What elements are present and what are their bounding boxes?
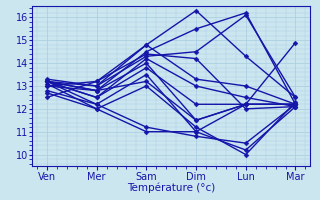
X-axis label: Température (°c): Température (°c) <box>127 183 215 193</box>
